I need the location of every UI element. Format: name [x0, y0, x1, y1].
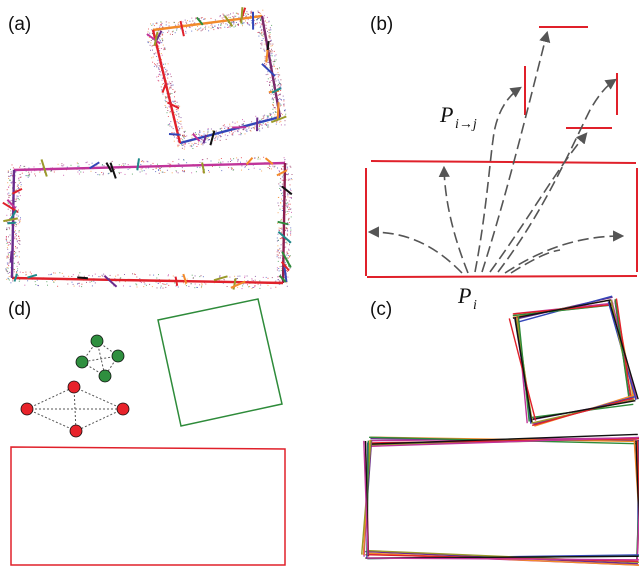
- point-label-pij: P i→j: [439, 102, 477, 132]
- fitted-square-outline: [151, 14, 282, 145]
- rectangle-lines: [365, 160, 638, 278]
- fitted-rectangle-outline: [10, 161, 287, 285]
- point-cloud: [5, 9, 293, 290]
- panel-b: (b) P i→j P i: [365, 14, 638, 313]
- red-cluster-graph: [20, 380, 130, 438]
- panel-b-label: (b): [370, 14, 393, 35]
- point-label-pi: P i: [457, 283, 477, 313]
- green-square-outline: [157, 298, 283, 427]
- projected-lines: [524, 26, 618, 129]
- green-cluster-graph: [75, 334, 125, 383]
- panel-a-label: (a): [8, 14, 31, 35]
- rectangle-line-bundle: [361, 433, 639, 566]
- panel-c: (c): [361, 295, 639, 566]
- panel-d-label: (d): [8, 299, 31, 320]
- panel-a: (a): [2, 7, 293, 290]
- red-rectangle-outline: [10, 446, 286, 566]
- square-line-bundle: [508, 295, 639, 427]
- svg-text:i→j: i→j: [455, 117, 477, 132]
- panel-d: (d): [8, 298, 286, 566]
- svg-text:P: P: [439, 102, 453, 127]
- svg-text:P: P: [457, 283, 471, 308]
- projection-arrows: [367, 30, 625, 274]
- segment-markers: [2, 7, 293, 290]
- svg-text:i: i: [473, 298, 477, 313]
- panel-c-label: (c): [370, 299, 392, 320]
